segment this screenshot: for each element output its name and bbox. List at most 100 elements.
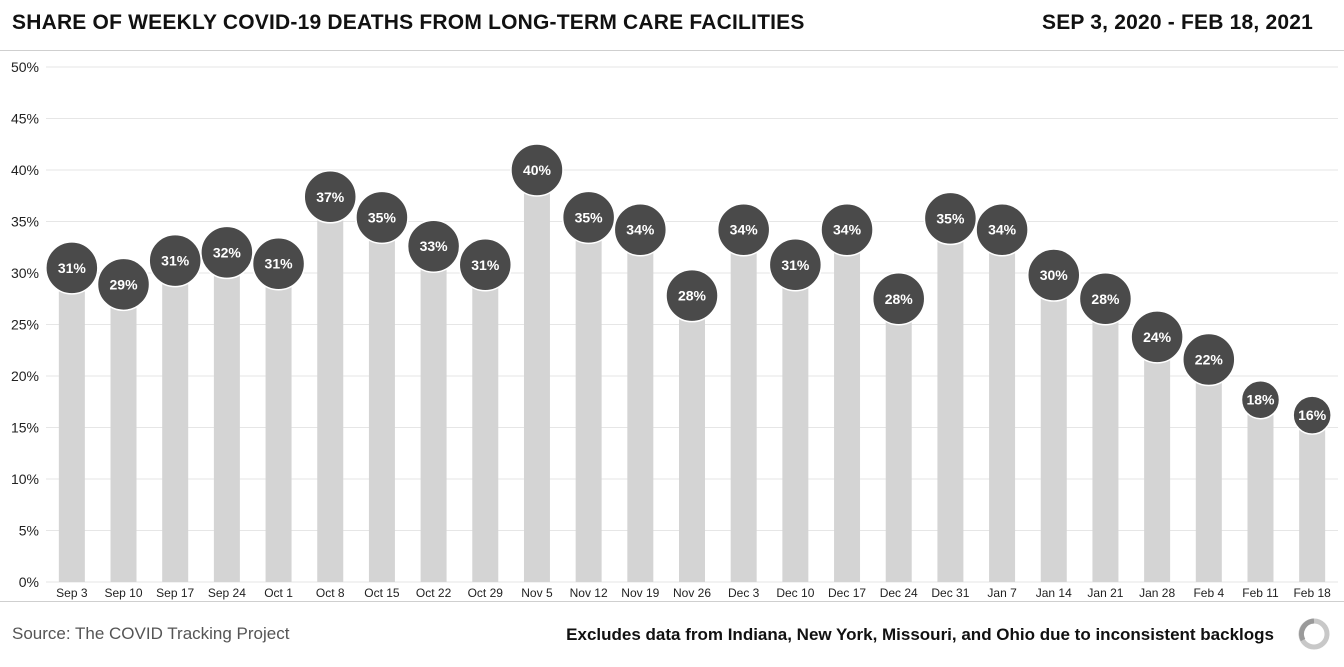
y-tick-label: 25% (11, 317, 39, 333)
data-label: 18% (1246, 392, 1275, 408)
data-label: 28% (885, 291, 914, 307)
data-label: 31% (265, 256, 294, 272)
bar (1299, 415, 1326, 582)
chart-header: SHARE OF WEEKLY COVID-19 DEATHS FROM LON… (0, 0, 1344, 51)
x-tick-label: Dec 3 (728, 586, 760, 600)
value-marker (561, 190, 616, 245)
value-marker (716, 202, 771, 257)
bar (317, 196, 344, 582)
value-marker (1292, 395, 1332, 435)
bar (627, 229, 654, 583)
x-tick-label: Dec 24 (880, 586, 918, 600)
x-tick-label: Dec 17 (828, 586, 866, 600)
source-note: Source: The COVID Tracking Project (12, 624, 290, 643)
bar (58, 267, 85, 582)
data-label: 30% (1040, 267, 1069, 283)
value-marker (303, 170, 357, 224)
value-marker (148, 233, 202, 288)
bar (420, 246, 447, 582)
value-marker (820, 202, 874, 257)
data-label: 35% (368, 209, 397, 225)
value-marker (200, 225, 254, 280)
data-label: 31% (471, 257, 500, 273)
y-tick-label: 35% (11, 214, 39, 230)
exclusion-note: Excludes data from Indiana, New York, Mi… (566, 625, 1274, 644)
value-marker (406, 219, 461, 273)
x-tick-label: Oct 29 (468, 586, 504, 600)
data-label: 40% (523, 162, 552, 178)
bar (1195, 359, 1222, 582)
data-label: 28% (1091, 291, 1120, 307)
value-marker (251, 236, 306, 291)
x-tick-label: Dec 10 (776, 586, 814, 600)
bar (1144, 336, 1171, 582)
value-marker (45, 241, 99, 295)
data-label: 34% (626, 222, 655, 238)
data-label: 29% (110, 276, 139, 292)
bar (1247, 399, 1274, 582)
y-tick-label: 20% (11, 368, 39, 384)
x-tick-label: Nov 5 (521, 586, 553, 600)
bar (368, 217, 395, 582)
x-tick-label: Nov 19 (621, 586, 659, 600)
data-label: 37% (316, 189, 345, 205)
x-tick-label: Jan 21 (1087, 586, 1123, 600)
value-marker (1130, 310, 1184, 364)
value-marker (975, 202, 1029, 257)
y-tick-label: 30% (11, 265, 39, 281)
value-marker (768, 238, 823, 292)
bar (575, 217, 602, 582)
x-tick-label: Jan 7 (987, 586, 1017, 600)
y-tick-label: 45% (11, 111, 39, 127)
value-marker (1078, 272, 1133, 326)
x-tick-label: Oct 15 (364, 586, 400, 600)
x-tick-label: Nov 26 (673, 586, 711, 600)
data-label: 35% (575, 209, 604, 225)
value-marker (355, 190, 409, 245)
bar (1040, 275, 1067, 582)
y-tick-label: 40% (11, 162, 39, 178)
data-label: 34% (833, 222, 862, 238)
y-tick-label: 5% (19, 523, 39, 539)
x-tick-label: Oct 8 (316, 586, 345, 600)
bar (1092, 298, 1119, 582)
x-tick-label: Feb 4 (1193, 586, 1224, 600)
bar (679, 295, 705, 582)
bar (937, 218, 964, 582)
data-label: 31% (58, 260, 87, 276)
y-tick-label: 50% (11, 59, 39, 75)
data-label: 24% (1143, 329, 1172, 345)
x-tick-label: Feb 11 (1242, 586, 1279, 600)
data-label: 34% (730, 222, 759, 238)
data-label: 35% (936, 210, 965, 226)
data-label: 33% (420, 238, 449, 254)
data-label: 31% (781, 257, 810, 273)
bar (885, 298, 912, 582)
data-label: 28% (678, 288, 707, 304)
x-tick-label: Jan 14 (1036, 586, 1072, 600)
y-tick-label: 15% (11, 420, 39, 436)
x-tick-label: Sep 17 (156, 586, 194, 600)
chart-footer: Source: The COVID Tracking Project Exclu… (0, 601, 1344, 667)
value-marker (923, 191, 978, 246)
value-marker (96, 257, 151, 312)
x-tick-label: Sep 24 (208, 586, 246, 600)
value-marker (510, 143, 564, 197)
y-tick-label: 0% (19, 574, 39, 590)
bar (730, 229, 757, 583)
bar-chart: 0% 5% 10% 15% 20% 25% 30% 35% 40% 45% 50% Sep 3 Sep … (11, 59, 1338, 600)
date-range: SEP 3, 2020 - FEB 18, 2021 (1042, 11, 1313, 34)
x-tick-label: Sep 10 (104, 586, 142, 600)
x-tick-label: Feb 18 (1293, 586, 1331, 600)
value-marker (871, 272, 926, 326)
bar (110, 284, 137, 582)
x-tick-label: Nov 12 (570, 586, 608, 600)
value-marker (613, 202, 668, 257)
data-label: 31% (161, 253, 190, 269)
data-label: 32% (213, 244, 242, 260)
value-marker (1182, 332, 1236, 387)
bar (265, 263, 292, 582)
value-marker (1240, 379, 1281, 420)
x-tick-label: Dec 31 (931, 586, 969, 600)
bar (989, 229, 1016, 583)
